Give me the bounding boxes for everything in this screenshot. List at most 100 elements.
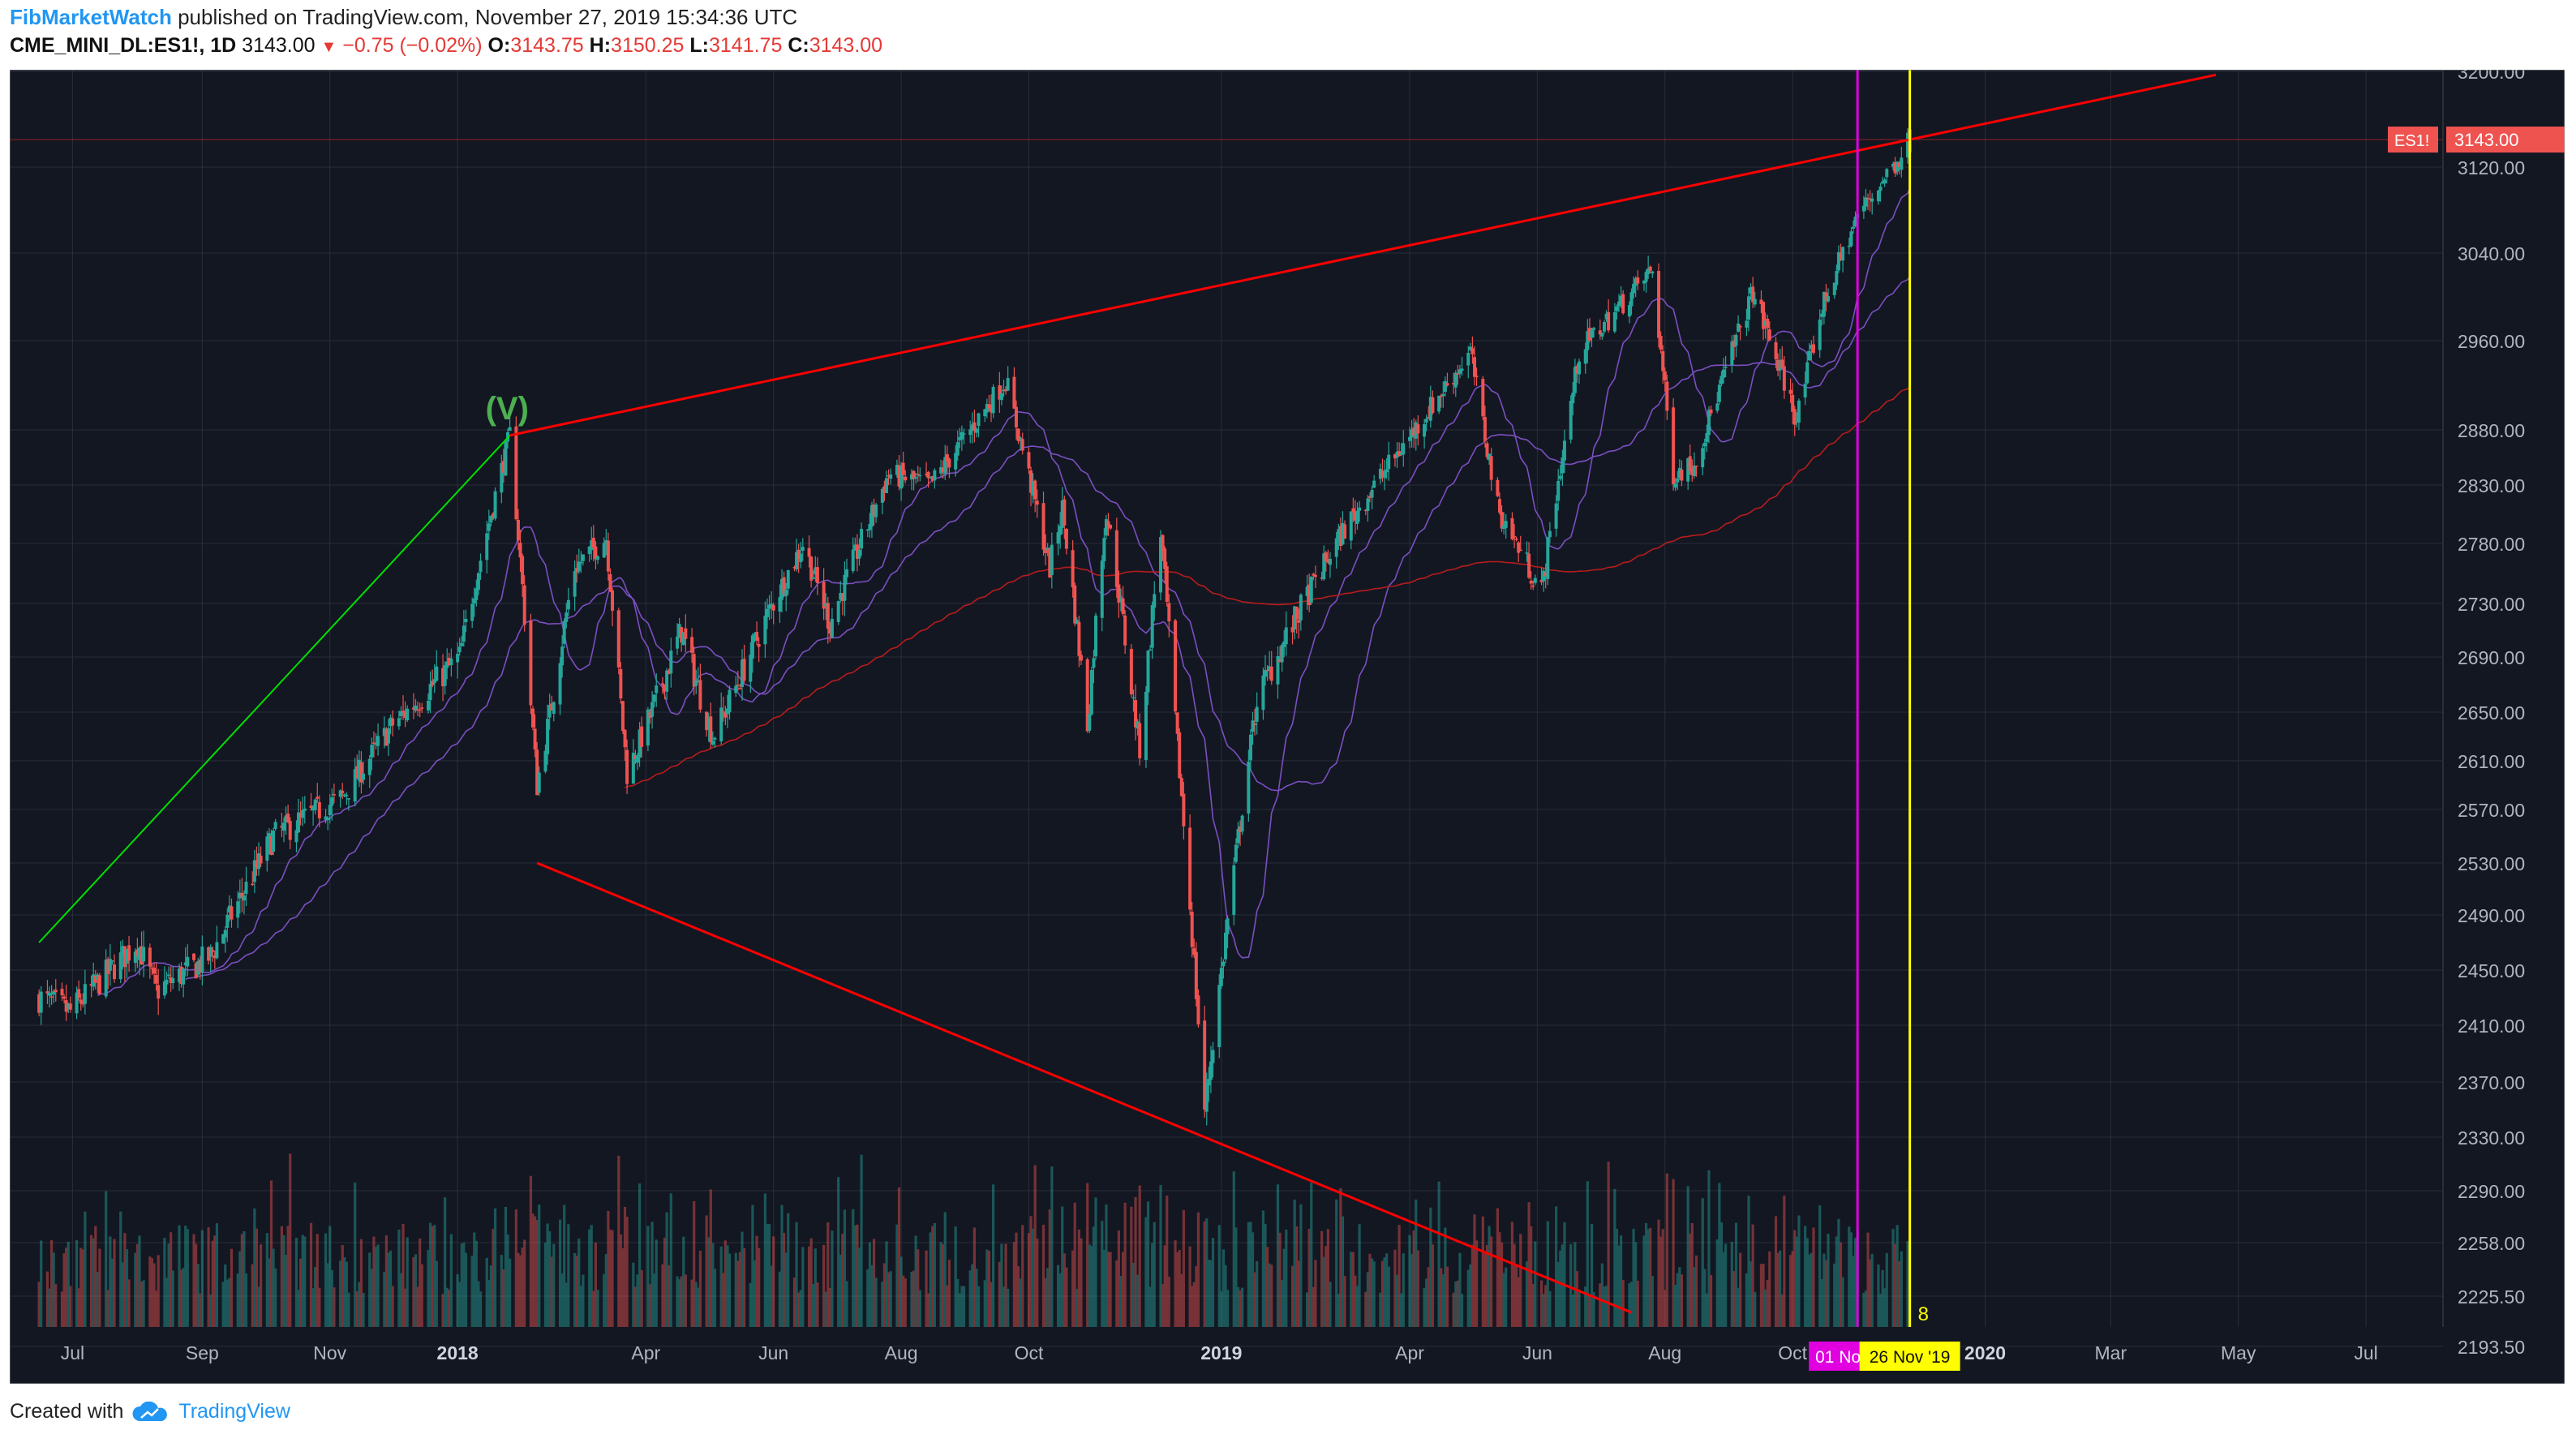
volume-bar	[1718, 1183, 1721, 1327]
volume-bar	[1544, 1285, 1548, 1327]
time-tick-label: Aug	[885, 1342, 918, 1363]
candle-body	[1226, 918, 1230, 934]
volume-bar	[956, 1278, 960, 1327]
volume-bar	[1297, 1260, 1300, 1327]
candle-body	[1079, 655, 1083, 661]
price-tick-label: 2830.00	[2458, 475, 2525, 496]
symbol-name[interactable]: CME_MINI_DL:ES1!, 1D	[10, 34, 237, 57]
candle-body	[1827, 296, 1831, 302]
volume-bar	[1217, 1225, 1221, 1327]
candle-body	[301, 809, 305, 818]
candle-body	[501, 461, 505, 473]
candle-body	[1380, 470, 1385, 476]
candle-body	[1412, 427, 1416, 436]
candle-body	[281, 822, 286, 831]
volume-bar	[1192, 1282, 1196, 1327]
time-tick-label: Jun	[758, 1342, 788, 1363]
price-tick-label: 2780.00	[2458, 534, 2525, 555]
candle-body	[1077, 621, 1081, 656]
volume-bar	[684, 1274, 687, 1327]
candle-body	[1020, 439, 1024, 451]
symbol-tag-label: ES1!	[2394, 132, 2429, 150]
volume-bar	[1115, 1260, 1118, 1327]
candle-body	[801, 547, 805, 552]
volume-bar	[441, 1294, 444, 1327]
volume-bar	[650, 1222, 654, 1327]
volume-bar	[843, 1209, 847, 1327]
time-tick-label: 2018	[437, 1342, 479, 1363]
candle-body	[611, 590, 615, 611]
candle-body	[374, 743, 378, 745]
candle-body	[560, 646, 565, 666]
volume-bar	[857, 1247, 861, 1327]
candle-body	[474, 588, 479, 600]
candle-body	[37, 994, 41, 1013]
volume-bar	[931, 1226, 934, 1327]
candle-body	[1363, 509, 1367, 512]
volume-bar	[1226, 1290, 1230, 1327]
volume-bar	[709, 1189, 712, 1327]
volume-bar	[294, 1238, 298, 1327]
candle-body	[1100, 560, 1104, 618]
candle-body	[1529, 580, 1533, 584]
volume-bar	[693, 1200, 696, 1327]
volume-bar	[1649, 1227, 1652, 1327]
volume-bar	[1146, 1201, 1150, 1327]
candle-body	[1705, 432, 1709, 442]
candle-body	[485, 533, 489, 560]
volume-bar	[751, 1204, 754, 1327]
volume-bar	[1620, 1235, 1623, 1327]
volume-bar	[665, 1212, 668, 1327]
volume-bar	[1123, 1202, 1127, 1327]
volume-bar	[1354, 1275, 1357, 1327]
volume-bar	[179, 1269, 183, 1327]
author-link[interactable]: FibMarketWatch	[10, 5, 172, 29]
high-label: H:	[589, 34, 612, 57]
candle-body	[1651, 271, 1655, 274]
candle-body	[171, 978, 175, 983]
price-chart[interactable]: (V) 8 3200.00 3120.00 3040.00 2960.00 2880.00 2…	[10, 70, 2565, 1384]
candle-body	[795, 552, 799, 569]
candle-body	[696, 681, 700, 683]
volume-bar	[309, 1222, 313, 1327]
candle-body	[983, 409, 987, 417]
volume-bar	[1686, 1186, 1689, 1327]
volume-bar	[1791, 1251, 1794, 1327]
volume-bar	[1629, 1282, 1634, 1327]
candle-body	[1673, 483, 1677, 488]
candle-body	[575, 568, 579, 573]
symbol-info-row: CME_MINI_DL:ES1!, 1D 3143.00 ▼ −0.75 (−0…	[10, 34, 882, 62]
candle-body	[1661, 351, 1665, 371]
candle-body	[1452, 383, 1456, 385]
volume-bar	[958, 1293, 961, 1327]
volume-bar	[1211, 1238, 1215, 1327]
yellow-date-tag	[1859, 1342, 1960, 1371]
candle-body	[127, 945, 131, 961]
volume-bar	[1385, 1253, 1389, 1327]
volume-bar	[929, 1232, 932, 1327]
volume-bar	[414, 1254, 418, 1327]
volume-bar	[985, 1249, 989, 1327]
volume-bar	[265, 1233, 268, 1327]
volume-bar	[213, 1235, 217, 1327]
volume-bar	[807, 1246, 811, 1327]
candle-body	[45, 991, 49, 994]
volume-bar	[328, 1226, 332, 1327]
candle-body	[1048, 547, 1052, 578]
candle-body	[1393, 453, 1397, 459]
candle-body	[1615, 306, 1619, 311]
candle-body	[1089, 670, 1093, 715]
volume-bar	[668, 1265, 671, 1327]
candles	[37, 115, 1912, 1126]
candle-body	[54, 990, 58, 993]
volume-bar	[75, 1240, 79, 1327]
volume-bar	[1793, 1230, 1797, 1327]
candle-body	[273, 822, 277, 830]
candle-body	[809, 556, 814, 581]
created-with-text: Created with	[10, 1400, 124, 1423]
candle-body	[933, 470, 937, 481]
volume-bar	[1307, 1228, 1311, 1327]
volume-bar	[1571, 1294, 1574, 1327]
tradingview-link[interactable]: TradingView	[178, 1400, 290, 1423]
candle-body	[1211, 1050, 1215, 1063]
